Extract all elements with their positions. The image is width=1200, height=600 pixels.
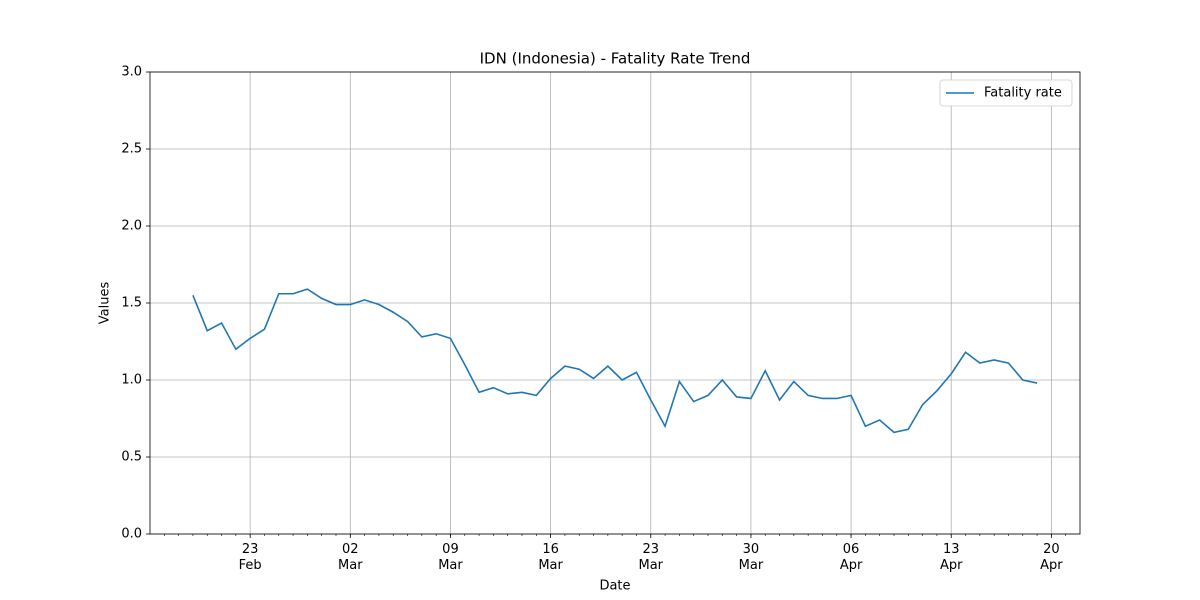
y-tick-label: 0.5 — [121, 450, 142, 465]
legend-box — [939, 79, 1073, 107]
y-tick-label: 2.0 — [121, 219, 142, 234]
x-tick-label: 02 Mar — [338, 542, 363, 573]
x-tick-label: 16 Mar — [538, 542, 563, 573]
plot-frame — [149, 71, 1081, 535]
x-tick-label: 06 Apr — [839, 542, 863, 573]
x-tick-label: 13 Apr — [939, 542, 963, 573]
x-tick-label: 23 Feb — [238, 542, 262, 573]
x-tick-label: 30 Mar — [738, 542, 764, 573]
data-line — [192, 288, 1038, 434]
x-tick-label: 23 Mar — [638, 542, 664, 573]
y-tick-label: 3.0 — [121, 65, 142, 80]
y-axis-label: Values — [98, 282, 113, 325]
y-tick-label: 2.5 — [121, 142, 142, 157]
legend-label: Fatality rate — [984, 86, 1062, 101]
y-tick-label: 1.0 — [121, 373, 142, 388]
x-axis-label: Date — [599, 579, 630, 594]
x-tick-label: 09 Mar — [438, 542, 463, 573]
y-tick-label: 0.0 — [121, 527, 142, 542]
chart-title: IDN (Indonesia) - Fatality Rate Trend — [480, 50, 751, 68]
y-tick-label: 1.5 — [121, 296, 142, 311]
x-tick-label: 20 Apr — [1040, 542, 1063, 573]
